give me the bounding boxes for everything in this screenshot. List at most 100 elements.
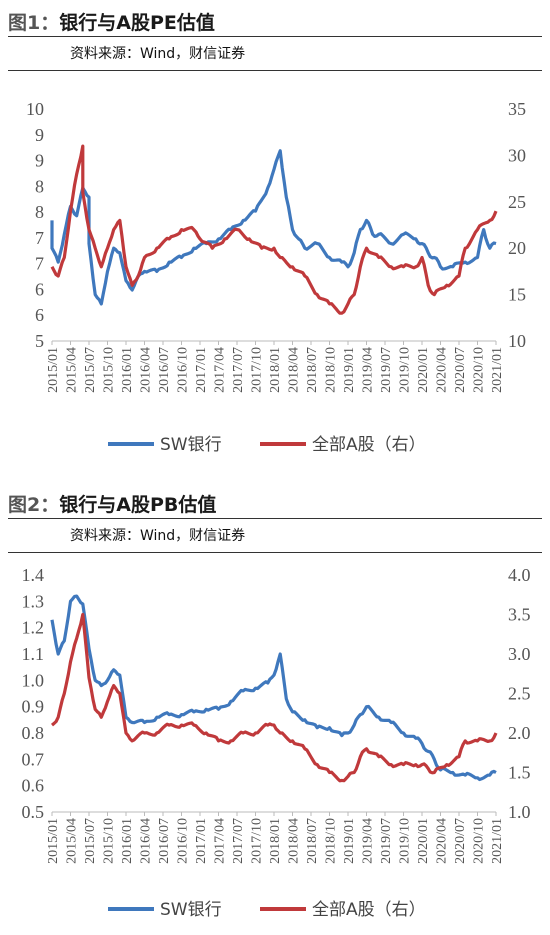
right-y-tick-label: 1.5 — [508, 763, 531, 783]
figure-2-title: 图2：银行与A股PB估值 — [8, 490, 216, 517]
figure-2-top-rule — [8, 518, 542, 519]
right-y-tick-label: 3.5 — [508, 605, 531, 625]
pb-chart: 1.4 1.3 1.2 1.1 1.0 0.9 0.8 0.7 0.6 0.5 4.0 3.5 3.0 2… — [22, 565, 531, 920]
right-y-tick-label: 35 — [508, 99, 526, 119]
figure-1-title: 图1：银行与A股PE估值 — [8, 8, 215, 35]
left-y-tick-label: 6 — [35, 279, 44, 299]
legend: SW银行 全部A股（右） — [108, 435, 426, 455]
left-y-tick-label: 0.6 — [22, 776, 45, 796]
figure-2-number: 图2： — [8, 494, 60, 516]
left-y-tick-label: 5 — [35, 331, 44, 351]
right-y-tick-label: 10 — [508, 331, 526, 351]
left-y-tick-label: 0.5 — [22, 802, 45, 822]
x-tick-label: 2016/04 — [139, 347, 154, 393]
x-tick-label: 2017/01 — [194, 347, 209, 393]
x-tick-label: 2020/10 — [472, 347, 487, 393]
x-tick-label: 2017/07 — [231, 818, 246, 864]
x-tick-label: 2018/01 — [268, 818, 283, 864]
x-tick-label: 2019/01 — [342, 818, 357, 864]
x-tick-label: 2015/01 — [46, 818, 61, 864]
left-y-tick-label: 8 — [35, 176, 44, 196]
figure-2-title-text: 银行与A股PB估值 — [59, 494, 217, 516]
right-y-tick-label: 2.0 — [508, 723, 531, 743]
x-tick-label: 2015/07 — [83, 347, 98, 393]
x-tick-label: 2020/10 — [472, 818, 487, 864]
right-y-tick-label: 1.0 — [508, 802, 531, 822]
legend-label: 全部A股（右） — [312, 435, 426, 455]
x-tick-label: 2016/07 — [157, 347, 172, 393]
x-tick-label: 2019/10 — [398, 347, 413, 393]
x-tick-label: 2019/07 — [379, 818, 394, 864]
right-y-tick-label: 4.0 — [508, 565, 531, 585]
x-tick-label: 2018/04 — [287, 347, 302, 393]
left-y-tick-label: 1.1 — [22, 644, 45, 664]
x-tick-label: 2015/07 — [83, 818, 98, 864]
x-tick-label: 2019/04 — [361, 818, 376, 864]
legend: SW银行 全部A股（右） — [108, 900, 426, 920]
x-tick-label: 2018/10 — [324, 347, 339, 393]
x-tick-label: 2016/10 — [176, 347, 191, 393]
x-tick-label: 2018/01 — [268, 347, 283, 393]
x-tick-label: 2016/07 — [157, 818, 172, 864]
right-y-tick-label: 25 — [508, 192, 526, 212]
left-y-tick-label: 10 — [26, 99, 44, 119]
left-y-tick-label: 0.7 — [22, 749, 45, 769]
right-y-tick-label: 20 — [508, 238, 526, 258]
right-y-tick-label: 30 — [508, 145, 526, 165]
x-tick-label: 2018/10 — [324, 818, 339, 864]
left-y-tick-label: 1.4 — [22, 565, 45, 585]
figure-2-source: 资料来源：Wind，财信证券 — [70, 528, 246, 544]
x-tick-label: 2015/04 — [65, 347, 80, 393]
x-tick-label: 2015/10 — [102, 347, 117, 393]
x-tick-label: 2018/04 — [287, 818, 302, 864]
x-tick-label: 2017/10 — [250, 347, 265, 393]
left-y-tick-label: 1.3 — [22, 591, 45, 611]
right-y-tick-label: 3.0 — [508, 644, 531, 664]
x-tick-label: 2017/01 — [194, 818, 209, 864]
x-tick-label: 2015/10 — [102, 818, 117, 864]
figure-1-title-text: 银行与A股PE估值 — [59, 12, 215, 34]
x-tick-label: 2017/07 — [231, 347, 246, 393]
x-tick-label: 2019/07 — [379, 347, 394, 393]
sw-bank-line — [50, 149, 497, 306]
left-y-tick-label: 0.9 — [22, 697, 45, 717]
x-tick-label: 2017/04 — [213, 818, 228, 864]
left-y-tick-label: 9 — [35, 151, 44, 171]
left-y-tick-label: 1.0 — [22, 670, 45, 690]
x-tick-label: 2019/01 — [342, 347, 357, 393]
left-y-tick-label: 7 — [35, 228, 44, 248]
all-a-share-line — [50, 144, 498, 315]
sw-bank-line — [50, 594, 497, 782]
x-tick-label: 2019/04 — [361, 347, 376, 393]
legend-label: SW银行 — [160, 900, 222, 920]
left-y-tick-label: 9 — [35, 125, 44, 145]
right-y-tick-label: 2.5 — [508, 684, 531, 704]
x-tick-label: 2019/10 — [398, 818, 413, 864]
left-y-tick-label: 1.2 — [22, 618, 45, 638]
right-y-tick-label: 15 — [508, 285, 526, 305]
x-tick-label: 2020/07 — [453, 347, 468, 393]
x-tick-label: 2021/01 — [490, 347, 505, 393]
x-tick-label: 2020/01 — [416, 818, 431, 864]
x-tick-label: 2021/01 — [490, 818, 505, 864]
x-tick-label: 2016/10 — [176, 818, 191, 864]
left-y-tick-label: 7 — [35, 254, 44, 274]
left-y-tick-label: 8 — [35, 202, 44, 222]
figure-2-bottom-rule — [8, 552, 542, 553]
x-tick-label: 2015/04 — [65, 818, 80, 864]
left-y-tick-label: 0.8 — [22, 723, 45, 743]
x-tick-label: 2016/01 — [120, 347, 135, 393]
x-tick-label: 2020/04 — [435, 818, 450, 864]
figure-1-number: 图1： — [8, 12, 60, 34]
left-y-tick-label: 6 — [35, 305, 44, 325]
x-tick-label: 2020/04 — [435, 347, 450, 393]
figure-1-source: 资料来源：Wind，财信证券 — [70, 46, 246, 62]
figure-1-bottom-rule — [8, 70, 542, 71]
x-tick-label: 2020/07 — [453, 818, 468, 864]
x-tick-label: 2017/10 — [250, 818, 265, 864]
x-tick-label: 2018/07 — [305, 347, 320, 393]
figure-1-top-rule — [8, 36, 542, 37]
x-tick-label: 2016/04 — [139, 818, 154, 864]
legend-label: 全部A股（右） — [312, 900, 426, 920]
